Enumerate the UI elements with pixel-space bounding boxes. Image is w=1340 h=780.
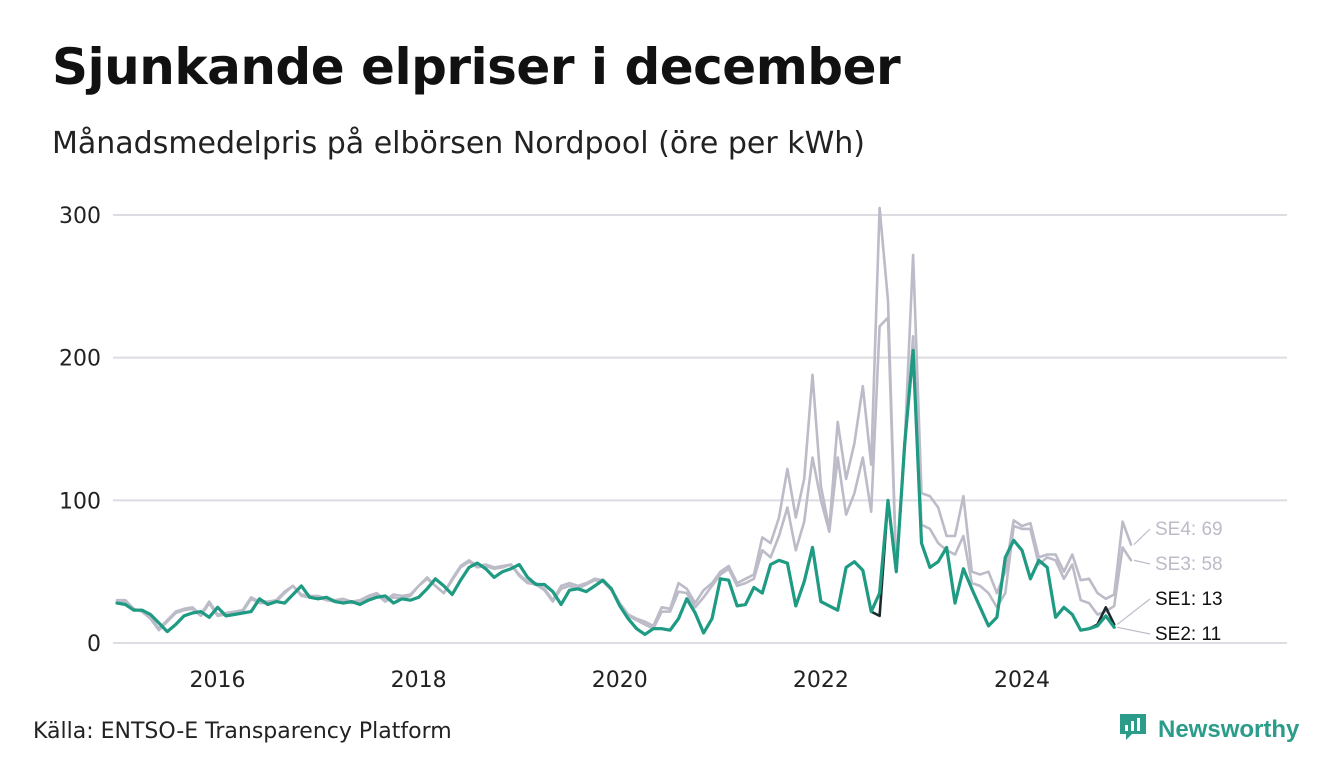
series-end-labels: SE4: 69 SE3: 58 SE1: 13 SE2: 11 [1116, 519, 1223, 645]
leader-line-se1 [1116, 598, 1151, 625]
chart-title: Sjunkande elpriser i december [52, 38, 901, 96]
end-label-se1: SE1: 13 [1155, 589, 1223, 610]
brand-name: Newsworthy [1158, 715, 1300, 743]
leader-line-se2 [1117, 626, 1151, 635]
end-label-se2: SE2: 11 [1155, 624, 1221, 645]
y-tick-label: 0 [87, 632, 101, 657]
x-tick-label: 2016 [190, 668, 246, 693]
chart-subtitle: Månadsmedelpris på elbörsen Nordpool (ör… [52, 126, 865, 161]
y-axis-ticks: 0 100 200 300 [59, 204, 101, 657]
leader-line-se4 [1133, 528, 1151, 545]
newsworthy-logo-icon [1118, 712, 1148, 747]
gridlines [113, 214, 1287, 644]
newsworthy-brand[interactable]: Newsworthy [1118, 712, 1299, 747]
x-tick-label: 2020 [592, 668, 648, 693]
end-label-se4: SE4: 69 [1155, 519, 1223, 540]
x-axis-ticks: 2016 2018 2020 2022 2024 [190, 668, 1050, 693]
series-line-se3 [115, 316, 1133, 632]
x-tick-label: 2018 [391, 668, 447, 693]
source-note: Källa: ENTSO-E Transparency Platform [33, 719, 452, 744]
leader-line-se3 [1133, 559, 1151, 565]
x-tick-label: 2022 [793, 668, 849, 693]
y-tick-label: 300 [59, 204, 101, 229]
series-line-se1 [115, 349, 1116, 636]
series-lines [115, 206, 1133, 637]
x-tick-label: 2024 [994, 668, 1050, 693]
y-tick-label: 100 [59, 489, 101, 514]
end-label-se3: SE3: 58 [1155, 554, 1223, 575]
series-line-se2 [115, 348, 1116, 637]
series-line-se4 [115, 206, 1133, 631]
y-tick-label: 200 [59, 347, 101, 372]
